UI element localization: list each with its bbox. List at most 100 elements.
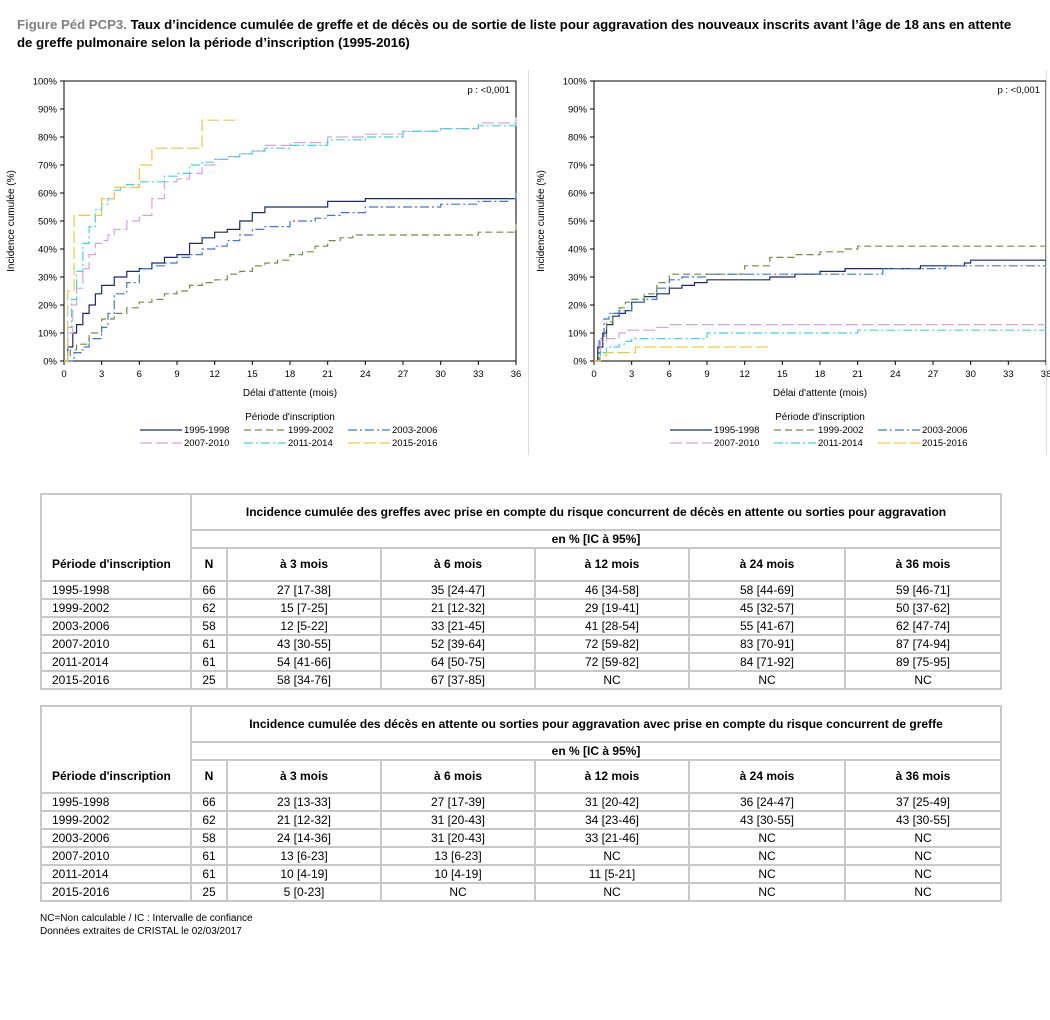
table-column-headers: Période d'inscription N à 3 mois à 6 moi…	[40, 759, 1002, 794]
x-tick-label: 24	[890, 369, 901, 380]
cell-value: 29 [19-41]	[534, 598, 690, 618]
x-tick-label: 0	[61, 369, 66, 380]
cell-value: NC	[534, 882, 690, 902]
chart-separator-right	[1046, 70, 1047, 455]
x-tick-label: 12	[209, 369, 220, 380]
cell-value: 23 [13-33]	[226, 792, 382, 812]
y-tick-label: 0%	[573, 357, 587, 368]
col-header-12m: à 12 mois	[534, 759, 690, 794]
cell-value: 62 [47-74]	[844, 616, 1002, 636]
y-tick-label: 50%	[568, 217, 588, 228]
col-header-periode: Période d'inscription	[40, 548, 192, 582]
cell-value: 64 [50-75]	[380, 652, 536, 672]
cell-value: 35 [24-47]	[380, 580, 536, 600]
cell-value: 24 [14-36]	[226, 828, 382, 848]
col-header-3m: à 3 mois	[226, 547, 382, 582]
y-tick-label: 40%	[568, 245, 588, 256]
cell-periode: 2015-2016	[40, 670, 192, 690]
p-value: p : <0,001	[997, 85, 1040, 96]
cell-value: 84 [71-92]	[688, 652, 846, 672]
legend-label: 1995-1998	[184, 425, 229, 436]
cell-value: 43 [30-55]	[844, 810, 1002, 830]
series-line-1999-2002	[594, 245, 1046, 362]
x-tick-label: 18	[285, 369, 296, 380]
table-subheader: en % [IC à 95%]	[190, 529, 1002, 549]
legend-label: 2003-2006	[922, 425, 967, 436]
cell-value: NC	[844, 670, 1002, 690]
cell-periode: 2003-2006	[40, 616, 192, 636]
figure-number: Figure Péd PCP3.	[17, 17, 127, 32]
x-tick-label: 6	[667, 369, 672, 380]
cell-value: 52 [39-64]	[380, 634, 536, 654]
cell-n: 25	[190, 670, 228, 690]
chart-greffe: 0%10%20%30%40%50%60%70%80%90%100%0 3 6 9 12 1…	[6, 77, 521, 450]
col-header-periode: Période d'inscription	[40, 760, 192, 794]
y-tick-label: 50%	[38, 217, 58, 228]
col-header-n: N	[190, 759, 228, 794]
y-tick-label: 0%	[43, 357, 57, 368]
cell-value: 13 [6-23]	[226, 846, 382, 866]
cell-value: 33 [21-45]	[380, 616, 536, 636]
cell-value: NC	[844, 828, 1002, 848]
cell-value: 21 [12-32]	[226, 810, 382, 830]
cell-value: NC	[688, 670, 846, 690]
x-tick-label: 6	[137, 369, 142, 380]
cell-value: 33 [21-46]	[534, 828, 690, 848]
cell-n: 25	[190, 882, 228, 902]
table-header: Incidence cumulée des greffes avec prise…	[190, 493, 1002, 531]
y-tick-label: 30%	[38, 273, 58, 284]
x-tick-label: 30	[965, 369, 976, 380]
col-header-3m: à 3 mois	[226, 759, 382, 794]
y-tick-label: 20%	[38, 301, 58, 312]
y-tick-label: 80%	[568, 133, 588, 144]
table-row: 2003-2006 58 24 [14-36] 31 [20-43] 33 [21-46…	[40, 828, 1002, 848]
x-tick-label: 9	[704, 369, 709, 380]
series-line-2011-2014	[64, 120, 517, 362]
legend-label: 2011-2014	[818, 438, 863, 449]
y-axis-label: Incidence cumulée (%)	[6, 170, 17, 272]
footnotes: NC=Non calculable / IC : Intervalle de c…	[40, 912, 253, 938]
chart-deces: 0%10%20%30%40%50%60%70%80%90%100%0 3 6 9 12 1…	[536, 77, 1050, 450]
cell-value: 13 [6-23]	[380, 846, 536, 866]
x-tick-label: 9	[174, 369, 179, 380]
cell-value: 43 [30-55]	[688, 810, 846, 830]
table-incidence-greffe: Incidence cumulée des greffes avec prise…	[40, 493, 1002, 690]
figure-caption: Taux d’incidence cumulée de greffe et de…	[17, 17, 1012, 50]
series-line-1995-1998	[64, 195, 517, 362]
cell-value: NC	[688, 882, 846, 902]
col-header-12m: à 12 mois	[534, 547, 690, 582]
table-row: 2003-2006 58 12 [5-22] 33 [21-45] 41 [28-54]…	[40, 616, 1002, 636]
series-line-1995-1998	[594, 259, 1046, 362]
p-value: p : <0,001	[467, 85, 510, 96]
table-corner	[40, 705, 192, 760]
cell-n: 61	[190, 634, 228, 654]
cell-value: 87 [74-94]	[844, 634, 1002, 654]
x-tick-label: 18	[815, 369, 826, 380]
x-tick-label: 36	[1041, 369, 1050, 380]
legend-label: 2003-2006	[392, 425, 437, 436]
cell-value: 31 [20-43]	[380, 828, 536, 848]
y-tick-label: 70%	[568, 161, 588, 172]
x-tick-label: 24	[360, 369, 371, 380]
legend-label: 2015-2016	[392, 438, 437, 449]
cell-periode: 2011-2014	[40, 652, 192, 672]
cell-value: NC	[688, 828, 846, 848]
y-tick-label: 100%	[33, 77, 58, 88]
table-header: Incidence cumulée des décès en attente o…	[190, 705, 1002, 743]
cell-value: 41 [28-54]	[534, 616, 690, 636]
x-tick-label: 33	[1003, 369, 1014, 380]
table-row: 1999-2002 62 15 [7-25] 21 [12-32] 29 [19-41]…	[40, 598, 1002, 618]
cell-value: 12 [5-22]	[226, 616, 382, 636]
cell-value: 89 [75-95]	[844, 652, 1002, 672]
x-tick-label: 0	[591, 369, 596, 380]
cell-value: 67 [37-85]	[380, 670, 536, 690]
cell-periode: 1995-1998	[40, 792, 192, 812]
table-column-headers: Période d'inscription N à 3 mois à 6 moi…	[40, 547, 1002, 582]
col-header-24m: à 24 mois	[688, 759, 846, 794]
x-tick-label: 12	[739, 369, 750, 380]
cell-periode: 2007-2010	[40, 634, 192, 654]
cell-value: 21 [12-32]	[380, 598, 536, 618]
x-tick-label: 15	[777, 369, 788, 380]
cell-value: 46 [34-58]	[534, 580, 690, 600]
cell-n: 61	[190, 652, 228, 672]
